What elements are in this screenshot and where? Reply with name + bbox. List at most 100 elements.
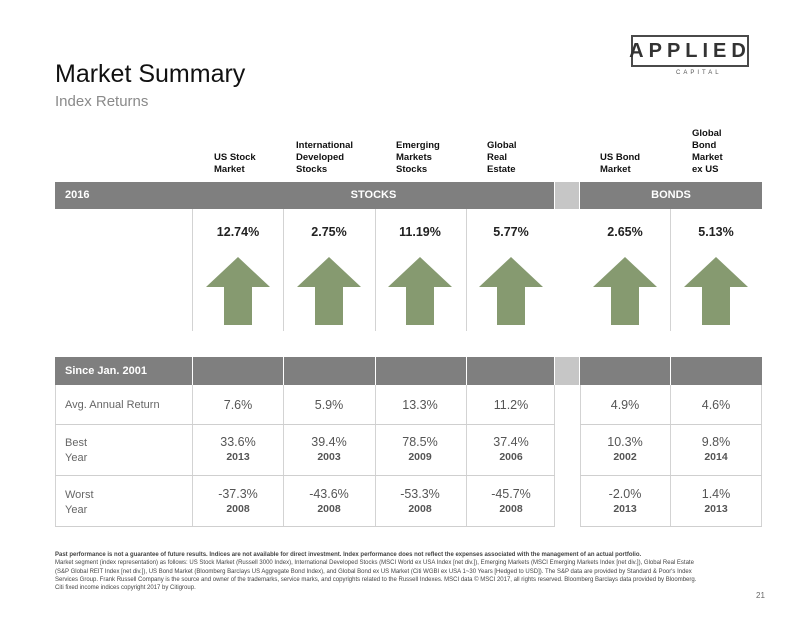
column-header: Global Real Estate (487, 140, 517, 176)
up-arrow-icon (684, 257, 748, 325)
worst-year-cell: 2013 (704, 503, 728, 515)
column-header-line: Emerging (396, 140, 440, 151)
column-header-line: Market (214, 164, 245, 175)
column-header: US Bond Market (600, 152, 640, 176)
company-logo: APPLIED (629, 35, 749, 67)
divider (375, 357, 376, 385)
up-arrow-icon (388, 257, 452, 325)
best-year-cell: 2003 (317, 451, 341, 463)
page-title: Market Summary (55, 60, 246, 88)
column-header-line: Market (692, 152, 723, 163)
best-year-cell: 2002 (613, 451, 637, 463)
up-arrow-icon (206, 257, 270, 325)
column-header-line: Real (487, 152, 508, 163)
since-header-bar (55, 357, 554, 385)
divider (283, 385, 284, 527)
divider (192, 385, 193, 527)
best-year-cell: 2014 (704, 451, 728, 463)
divider (283, 209, 284, 331)
avg-return-cell: 4.9% (610, 398, 640, 412)
band-gap (555, 182, 579, 209)
column-header-line: International (296, 140, 354, 151)
page-number: 21 (756, 591, 765, 600)
row-divider (55, 475, 555, 476)
disclaimer-footer: Past performance is not a guarantee of f… (55, 551, 705, 592)
band-stocks (55, 182, 554, 209)
band-stocks-label: STOCKS (350, 189, 397, 201)
row-divider (580, 424, 762, 425)
band-year-label: 2016 (65, 189, 90, 201)
since-header-bar-bonds (580, 357, 762, 385)
column-header-line: Global (692, 128, 722, 139)
row-divider (55, 526, 555, 527)
since-header-gap (555, 357, 579, 385)
divider (670, 385, 671, 527)
worst-label-line2: Year (65, 504, 88, 516)
return-value: 5.13% (698, 225, 734, 239)
column-header-line: Market (600, 164, 631, 175)
return-value: 11.19% (399, 225, 441, 239)
band-bonds-label: BONDS (651, 189, 691, 201)
divider (375, 385, 376, 527)
best-label-line1: Best (65, 437, 88, 449)
best-return-cell: 39.4% (311, 435, 347, 449)
worst-return-cell: -53.3% (400, 487, 440, 501)
worst-label-line1: Worst (65, 489, 94, 501)
divider (670, 209, 671, 331)
column-header: Global Bond Market ex US (692, 128, 723, 176)
return-value: 5.77% (493, 225, 529, 239)
divider (375, 209, 376, 331)
best-return-cell: 10.3% (607, 435, 643, 449)
column-header-line: Stocks (296, 164, 328, 175)
best-return-cell: 33.6% (220, 435, 256, 449)
divider (192, 209, 193, 331)
worst-year-cell: 2013 (613, 503, 637, 515)
disclaimer-text: Market segment (index representation) as… (55, 560, 697, 592)
divider (466, 357, 467, 385)
worst-return-cell: -43.6% (309, 487, 349, 501)
divider (55, 385, 56, 527)
divider (466, 385, 467, 527)
avg-return-cell: 11.2% (493, 398, 529, 412)
divider (761, 385, 762, 527)
row-divider (580, 475, 762, 476)
best-label-line2: Year (65, 452, 88, 464)
divider (192, 357, 193, 385)
column-header-line: Bond (692, 140, 717, 151)
best-return-cell: 37.4% (493, 435, 529, 449)
worst-return-cell: 1.4% (701, 487, 731, 501)
best-return-cell: 9.8% (701, 435, 731, 449)
worst-year-cell: 2008 (499, 503, 523, 515)
divider (580, 385, 581, 527)
column-header-line: Developed (296, 152, 345, 163)
divider (466, 209, 467, 331)
return-value: 2.75% (311, 225, 347, 239)
worst-year-cell: 2008 (226, 503, 250, 515)
return-value: 12.74% (216, 225, 260, 239)
disclaimer-bold: Past performance is not a guarantee of f… (55, 552, 642, 558)
worst-return-cell: -45.7% (491, 487, 531, 501)
up-arrow-icon (593, 257, 657, 325)
column-header-line: ex US (692, 164, 719, 175)
best-year-cell: 2006 (499, 451, 523, 463)
row-divider (55, 424, 555, 425)
column-header: US Stock Market (214, 152, 256, 176)
worst-return-cell: -37.3% (218, 487, 258, 501)
avg-return-cell: 5.9% (314, 398, 344, 412)
avg-annual-return-label: Avg. Annual Return (65, 399, 160, 411)
up-arrow-icon (297, 257, 361, 325)
avg-return-cell: 13.3% (402, 398, 438, 412)
column-header-line: Estate (487, 164, 516, 175)
column-header: International Developed Stocks (296, 140, 353, 176)
row-divider (580, 526, 762, 527)
worst-year-cell: 2008 (408, 503, 432, 515)
column-header: Emerging Markets Stocks (396, 140, 440, 176)
column-header-line: US Bond (600, 152, 641, 163)
column-header-line: Markets (396, 152, 432, 163)
column-header-line: US Stock (214, 152, 256, 163)
worst-return-cell: -2.0% (608, 487, 642, 501)
up-arrow-icon (479, 257, 543, 325)
divider (554, 385, 555, 527)
best-year-cell: 2013 (226, 451, 250, 463)
best-return-cell: 78.5% (402, 435, 438, 449)
